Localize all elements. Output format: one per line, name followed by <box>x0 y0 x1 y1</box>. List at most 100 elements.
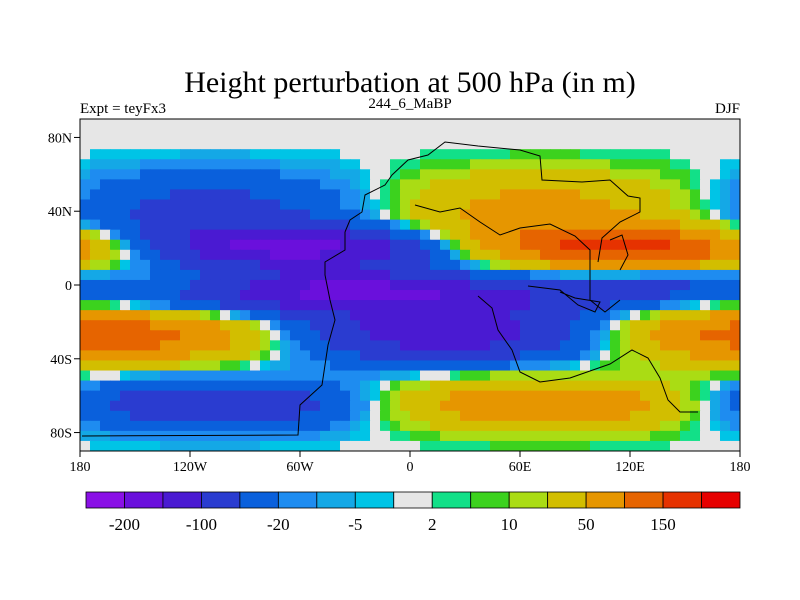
field-cell <box>300 179 311 191</box>
field-cell <box>440 269 451 281</box>
field-cell <box>600 249 611 261</box>
field-cell <box>270 370 281 382</box>
field-cell <box>560 440 571 451</box>
field-cell <box>440 129 451 140</box>
field-cell <box>720 159 731 170</box>
field-cell <box>260 410 271 422</box>
field-cell <box>650 249 661 261</box>
field-cell <box>330 430 341 442</box>
run-label: 244_6_MaBP <box>368 96 451 112</box>
field-cell <box>300 229 311 241</box>
field-cell <box>270 139 281 150</box>
field-cell <box>580 199 591 211</box>
field-cell <box>420 370 431 382</box>
field-cell <box>300 259 311 271</box>
field-cell <box>640 410 651 422</box>
field-cell <box>430 350 441 362</box>
field-cell <box>240 119 251 130</box>
field-cell <box>300 209 311 221</box>
field-cell <box>150 330 161 341</box>
field-cell <box>660 119 671 130</box>
field-cell <box>410 410 421 422</box>
field-cell <box>290 310 301 321</box>
field-cell <box>610 269 621 281</box>
field-cell <box>320 149 331 160</box>
field-cell <box>730 410 740 422</box>
field-cell <box>620 189 631 201</box>
field-cell <box>280 249 291 261</box>
field-cell <box>450 219 461 231</box>
field-cell <box>130 279 141 291</box>
field-cell <box>680 149 691 160</box>
field-cell <box>730 119 740 130</box>
field-cell <box>660 219 671 231</box>
field-cell <box>160 310 171 321</box>
field-cell <box>350 370 361 382</box>
field-cell <box>150 159 161 170</box>
field-cell <box>360 320 371 331</box>
field-cell <box>360 390 371 402</box>
field-cell <box>410 320 421 331</box>
field-cell <box>210 330 221 341</box>
field-cell <box>340 259 351 271</box>
field-cell <box>710 300 721 311</box>
field-cell <box>140 370 151 382</box>
field-cell <box>340 169 351 180</box>
field-cell <box>550 330 561 341</box>
field-cell <box>90 269 101 281</box>
field-cell <box>300 119 311 130</box>
field-cell <box>250 149 261 160</box>
field-cell <box>450 310 461 321</box>
field-cell <box>320 219 331 231</box>
field-cell <box>440 279 451 291</box>
field-cell <box>560 209 571 221</box>
field-cell <box>170 440 181 451</box>
field-cell <box>250 119 261 130</box>
field-cell <box>530 440 541 451</box>
field-cell <box>300 219 311 231</box>
field-cell <box>280 229 291 241</box>
field-cell <box>690 420 701 432</box>
field-cell <box>650 159 661 170</box>
field-cell <box>130 209 141 221</box>
field-cell <box>150 279 161 291</box>
field-cell <box>720 249 731 261</box>
field-cell <box>240 290 251 301</box>
field-cell <box>420 440 431 451</box>
field-cell <box>600 169 611 180</box>
field-cell <box>610 249 621 261</box>
field-cell <box>260 149 271 160</box>
field-cell <box>720 310 731 321</box>
field-cell <box>220 350 231 362</box>
field-cell <box>680 330 691 341</box>
field-cell <box>600 129 611 140</box>
field-cell <box>130 149 141 160</box>
field-cell <box>100 249 111 261</box>
field-cell <box>460 390 471 402</box>
field-cell <box>690 430 701 442</box>
field-cell <box>400 350 411 362</box>
field-cell <box>390 119 401 130</box>
field-cell <box>430 239 441 251</box>
field-cell <box>340 420 351 432</box>
field-cell <box>440 400 451 412</box>
field-cell <box>210 129 221 140</box>
field-cell <box>510 380 521 392</box>
field-cell <box>630 290 641 301</box>
field-cell <box>380 330 391 341</box>
field-cell <box>310 380 321 392</box>
field-cell <box>480 300 491 311</box>
field-cell <box>160 219 171 231</box>
field-cell <box>270 249 281 261</box>
field-cell <box>190 330 201 341</box>
field-cell <box>600 290 611 301</box>
field-cell <box>630 259 641 271</box>
field-cell <box>670 420 681 432</box>
field-cell <box>410 290 421 301</box>
field-cell <box>390 320 401 331</box>
field-cell <box>470 239 481 251</box>
field-cell <box>280 330 291 341</box>
field-cell <box>380 259 391 271</box>
field-cell <box>300 370 311 382</box>
field-cell <box>570 430 581 442</box>
